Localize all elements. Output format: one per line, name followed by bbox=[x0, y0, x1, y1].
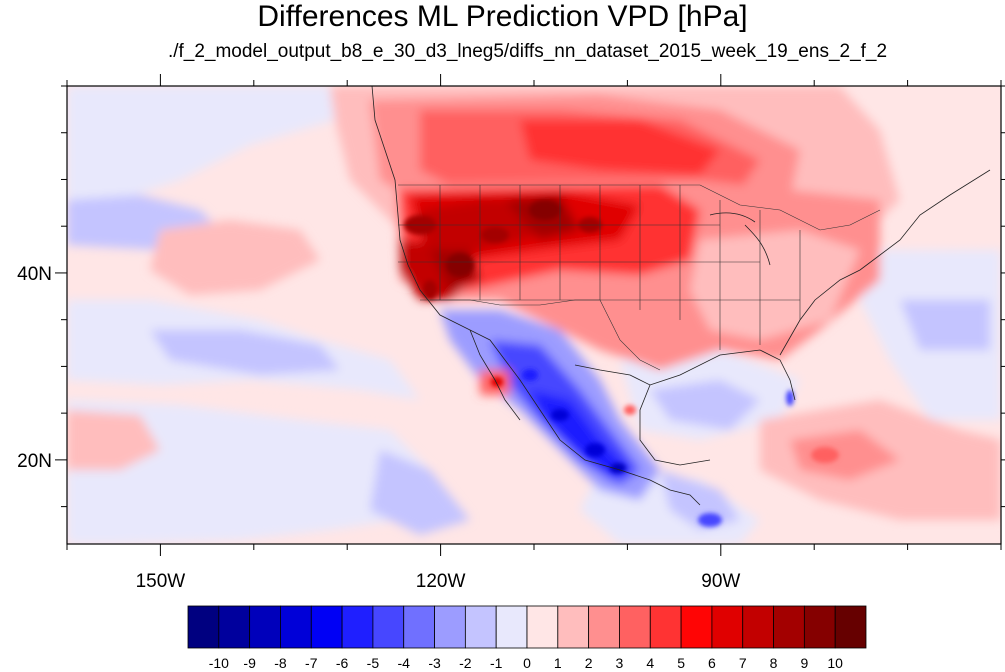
coastlines bbox=[371, 86, 991, 506]
colorbar-label: 9 bbox=[800, 655, 808, 671]
colorbar-swatch bbox=[403, 605, 435, 649]
map-subtitle: ./f_2_model_output_b8_e_30_d3_lneg5/diff… bbox=[167, 41, 888, 62]
colorbar: -10 -9 -8 -7 -6 -5 -4 -3 -2 -1 0 1 2 3 4 5 6 7 8 9 10 bbox=[187, 605, 867, 671]
colorbar-label: 8 bbox=[770, 655, 778, 671]
colorbar-label: -4 bbox=[398, 655, 411, 671]
colorbar-swatch bbox=[588, 605, 620, 649]
colorbar-swatch bbox=[742, 605, 774, 649]
colorbar-swatch bbox=[249, 605, 281, 649]
colorbar-label: -9 bbox=[243, 655, 256, 671]
colorbar-swatch bbox=[372, 605, 405, 649]
lat-tick-label: 20N bbox=[17, 451, 52, 472]
colorbar-label: 4 bbox=[646, 655, 654, 671]
colorbar-label: -8 bbox=[274, 655, 287, 671]
colorbar-label: 2 bbox=[585, 655, 593, 671]
colorbar-label: 7 bbox=[739, 655, 747, 671]
colorbar-swatch bbox=[280, 605, 312, 649]
colorbar-swatch bbox=[619, 605, 651, 649]
colorbar-swatch bbox=[341, 605, 374, 649]
colorbar-label: 3 bbox=[616, 655, 624, 671]
lon-tick-label: 90W bbox=[701, 571, 740, 592]
colorbar-swatch bbox=[834, 605, 867, 649]
colorbar-swatch bbox=[711, 605, 744, 649]
lon-tick-label: 120W bbox=[416, 571, 466, 592]
filled-contour-field bbox=[67, 86, 1001, 544]
colorbar-label: 1 bbox=[554, 655, 562, 671]
lon-tick-label: 150W bbox=[136, 571, 186, 592]
colorbar-swatch bbox=[495, 605, 528, 649]
axis-ticks bbox=[55, 74, 1005, 556]
political-borders bbox=[398, 184, 881, 371]
colorbar-label: -10 bbox=[209, 655, 229, 671]
colorbar-swatch bbox=[680, 605, 713, 649]
colorbar-label: -7 bbox=[305, 655, 318, 671]
colorbar-label: -6 bbox=[336, 655, 349, 671]
colorbar-swatch bbox=[649, 605, 682, 649]
colorbar-label: -3 bbox=[428, 655, 441, 671]
colorbar-swatch bbox=[434, 605, 466, 649]
colorbar-swatch bbox=[557, 605, 590, 649]
colorbar-label: -1 bbox=[490, 655, 503, 671]
colorbar-label: 0 bbox=[523, 655, 531, 671]
axis-tick-labels: 150W 120W 90W 40N 20N bbox=[17, 264, 740, 592]
colorbar-swatch bbox=[773, 605, 805, 649]
lat-tick-label: 40N bbox=[17, 264, 52, 285]
map-title: Differences ML Prediction VPD [hPa] bbox=[257, 0, 748, 33]
colorbar-label: 5 bbox=[677, 655, 685, 671]
colorbar-swatch bbox=[464, 605, 497, 649]
colorbar-label: 10 bbox=[827, 655, 843, 671]
colorbar-swatch bbox=[803, 605, 836, 649]
colorbar-swatch bbox=[187, 605, 220, 649]
colorbar-label: -2 bbox=[459, 655, 472, 671]
colorbar-label: 6 bbox=[708, 655, 716, 671]
colorbar-swatch bbox=[526, 605, 559, 649]
colorbar-label: -5 bbox=[367, 655, 380, 671]
colorbar-swatch bbox=[218, 605, 251, 649]
colorbar-swatch bbox=[310, 605, 343, 649]
